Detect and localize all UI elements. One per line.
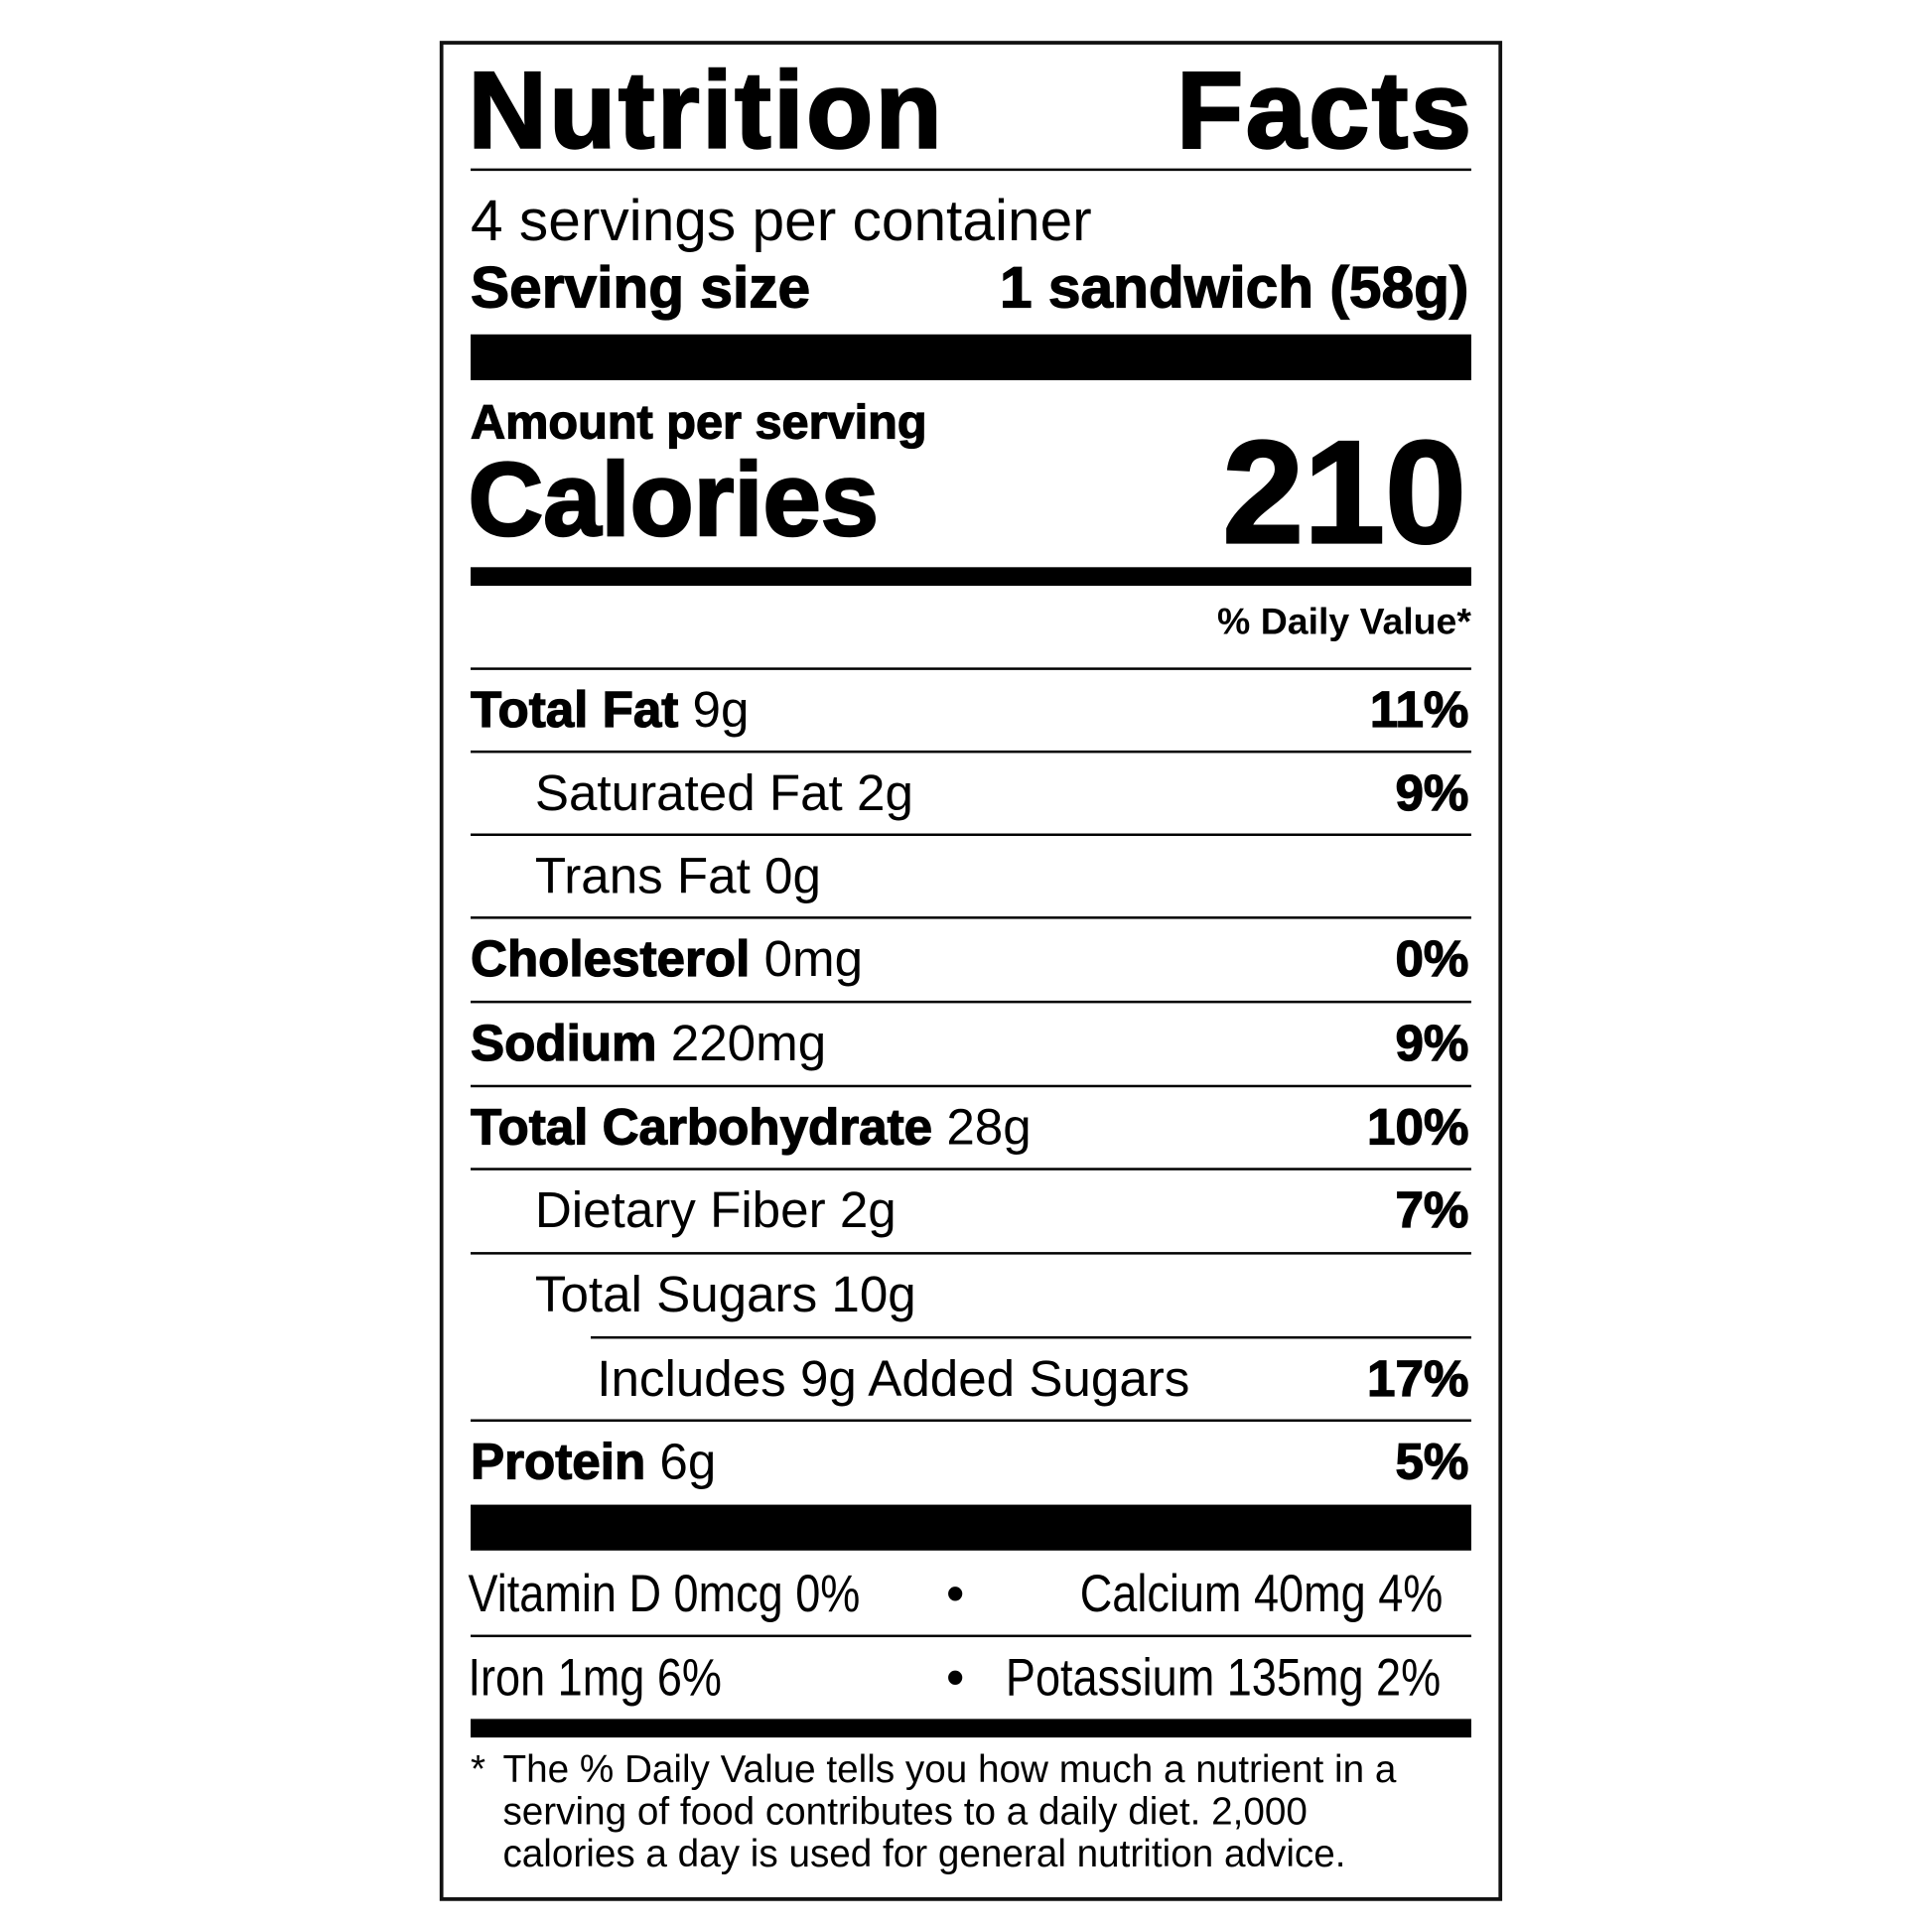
title-right: Facts	[1175, 47, 1474, 172]
nutrient-dv: 5%	[1395, 1433, 1469, 1491]
nutrient-dv: 17%	[1366, 1349, 1469, 1408]
nutrient-amount: 0mg	[763, 929, 864, 988]
nutrient-name: Sodium	[470, 1014, 657, 1072]
nutrient-dv: 11%	[1369, 680, 1469, 739]
nutrient-name: Total Fat	[470, 680, 679, 739]
divider-thin	[471, 1168, 1471, 1171]
nutrient-name: Total Carbohydrate	[470, 1098, 933, 1157]
footnote: * The % Daily Value tells you how much a…	[471, 1748, 1396, 1874]
nutrient-name: Dietary Fiber	[534, 1181, 826, 1239]
title-left: Nutrition	[467, 47, 945, 172]
serving-size-value: 1 sandwich (58g)	[999, 253, 1469, 320]
nutrient-row: Trans Fat 0g	[471, 835, 1468, 918]
divider-thin	[591, 1335, 1471, 1339]
nutrient-name: Protein	[470, 1433, 646, 1491]
divider-thin	[471, 1419, 1471, 1423]
footnote-asterisk: *	[471, 1747, 486, 1791]
calcium: Calcium 40mg 4%	[1079, 1564, 1444, 1623]
iron: Iron 1mg 6%	[468, 1648, 722, 1707]
divider-thin	[471, 750, 1471, 754]
nutrient-amount: 2g	[857, 763, 913, 822]
nutrient-amount: 0g	[764, 847, 821, 904]
divider-medium	[471, 567, 1471, 587]
nutrient-row: Sodium 220mg 9%	[470, 1002, 1469, 1085]
calories-label: Calories	[467, 440, 880, 559]
nutrient-row: Dietary Fiber 2g 7%	[471, 1170, 1469, 1253]
divider-thin	[471, 916, 1471, 919]
nutrient-dv: 7%	[1395, 1180, 1469, 1239]
nutrient-row: Cholesterol 0mg 0%	[470, 917, 1469, 1001]
divider-thin	[471, 833, 1471, 836]
daily-value-header: % Daily Value*	[1217, 602, 1471, 643]
nutrient-dv: 9%	[1395, 763, 1469, 822]
footnote-line: The % Daily Value tells you how much a n…	[502, 1747, 1397, 1791]
divider-thin	[471, 1634, 1471, 1638]
bullet-separator: •	[946, 1564, 965, 1623]
servings-per-container: 4 servings per container	[471, 187, 1092, 253]
serving-size-label: Serving size	[470, 253, 811, 320]
serving-size: Serving size 1 sandwich (58g)	[470, 252, 1469, 321]
divider-thin	[471, 168, 1471, 172]
nutrient-name: Includes 9g Added Sugars	[597, 1349, 1190, 1408]
divider-thick	[471, 334, 1471, 380]
nutrient-dv: 9%	[1395, 1014, 1469, 1072]
divider-thick	[471, 1504, 1471, 1551]
nutrient-row: Total Fat 9g 11%	[470, 669, 1469, 753]
nutrient-name: Trans Fat	[534, 847, 751, 904]
nutrient-name: Total Sugars	[534, 1265, 818, 1323]
footnote-line: serving of food contributes to a daily d…	[502, 1789, 1308, 1834]
bullet-separator: •	[946, 1648, 965, 1707]
divider-medium	[471, 1719, 1471, 1738]
nutrient-name: Cholesterol	[470, 929, 751, 988]
nutrient-amount: 2g	[839, 1181, 897, 1239]
nutrient-dv: 10%	[1366, 1098, 1469, 1157]
nutrient-row: Saturated Fat 2g 9%	[471, 752, 1469, 835]
nutrient-name: Saturated Fat	[534, 763, 843, 822]
nutrient-dv: 0%	[1395, 929, 1469, 988]
potassium: Potassium 135mg 2%	[1005, 1648, 1442, 1707]
vitamin-d: Vitamin D 0mcg 0%	[468, 1564, 861, 1623]
divider-thin	[471, 1000, 1471, 1004]
nutrient-row: Total Sugars 10g	[471, 1253, 1468, 1336]
nutrient-amount: 10g	[831, 1265, 916, 1323]
footnote-line: calories a day is used for general nutri…	[502, 1831, 1346, 1875]
divider-thin	[471, 1084, 1471, 1088]
nutrient-amount: 220mg	[670, 1014, 827, 1072]
label-title: Nutrition Facts	[467, 47, 1474, 173]
nutrient-amount: 28g	[946, 1098, 1032, 1156]
calories-value: 210	[1221, 410, 1467, 576]
nutrient-amount: 9g	[692, 681, 750, 739]
nutrient-row: Total Carbohydrate 28g 10%	[470, 1086, 1469, 1170]
nutrient-row: Protein 6g 5%	[470, 1421, 1469, 1504]
divider-thin	[471, 1252, 1471, 1255]
label-border	[439, 41, 1503, 1901]
nutrient-amount: 6g	[659, 1433, 717, 1490]
amount-per-serving: Amount per serving	[470, 396, 927, 451]
nutrient-row: Includes 9g Added Sugars 17%	[471, 1337, 1469, 1421]
divider-thin	[471, 667, 1471, 670]
